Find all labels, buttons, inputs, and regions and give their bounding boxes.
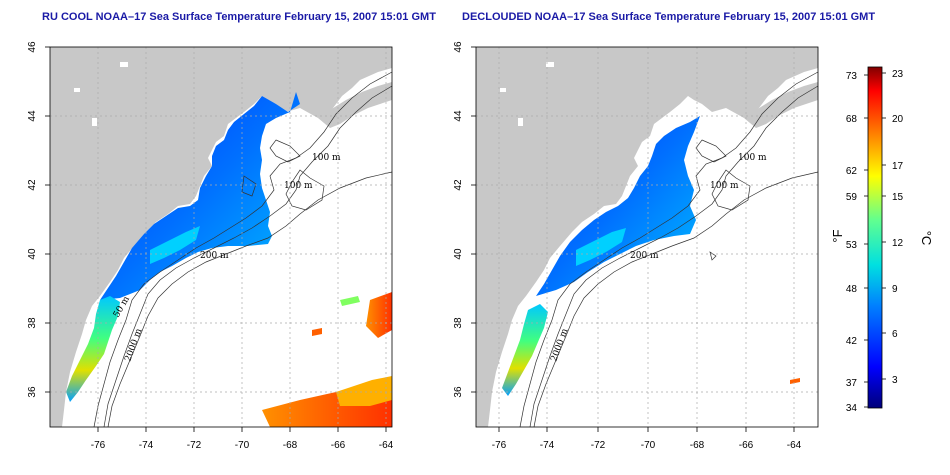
right-map-frame [475,46,819,428]
colorbar-c-tick: 20 [892,114,904,125]
left-lon-tick: -74 [139,440,154,451]
colorbar-f-tick: 68 [846,114,858,125]
left-lon-tick: -72 [187,440,202,451]
left-lake [120,62,128,67]
colorbar-celsius-label: °C [919,231,934,246]
colorbar-f-tick: 34 [846,403,858,414]
left-sst-shelf [66,296,120,402]
left-contour-label: 100 m [284,181,313,191]
left-lake [74,88,80,92]
right-map-title: DECLOUDED NOAA–17 Sea Surface Temperatur… [462,11,876,23]
right-land-mass [476,47,818,427]
left-sst-warm-offshore-3 [336,376,392,406]
right-sst-nearshore [576,228,626,266]
left-lon-tick: -64 [379,440,394,451]
colorbar-f-tick: 59 [846,192,858,203]
right-bathymetry-contours [519,71,819,428]
right-lat-tick: 36 [453,386,464,398]
right-contour-label: 100 m [710,181,739,191]
colorbar-f-tick: 42 [846,336,858,347]
right-lat-tick: 44 [453,110,464,122]
left-sst-nearshore [150,226,200,264]
right-lon-tick: -72 [591,440,606,451]
colorbar-c-tick: 23 [892,69,904,80]
left-lon-tick: -70 [235,440,250,451]
right-nova-scotia-land [744,82,818,128]
right-lon-tick: -70 [641,440,656,451]
right-lake [546,62,554,67]
left-nova-scotia-land [318,82,392,128]
right-lat-tick: 42 [453,179,464,191]
colorbar-c-tick: 9 [892,284,898,295]
right-lon-tick: -66 [739,440,754,451]
left-sst-warm-offshore-1 [366,292,392,338]
left-map-title: RU COOL NOAA–17 Sea Surface Temperature … [42,11,436,23]
left-map-panel: 100 m 100 m 200 m 50 m 2000 m [27,41,394,451]
left-lat-tick: 46 [27,41,38,53]
colorbar-gradient [867,66,883,409]
colorbar-c-tick: 6 [892,329,898,340]
left-land-mass [50,47,392,427]
right-lat-tick: 46 [453,41,464,53]
right-contour-label: 100 m [738,153,767,163]
right-lake [518,118,523,126]
right-lat-tick: 40 [453,248,464,260]
left-grid [50,47,392,427]
right-lon-tick: -76 [492,440,507,451]
colorbar: 73 68 62 59 53 48 42 37 34 23 20 17 15 1… [830,66,934,414]
left-map-frame [49,46,393,428]
colorbar-f-tick: 62 [846,166,858,177]
colorbar-f-tick: 48 [846,284,858,295]
right-contour-label: 200 m [630,251,659,261]
right-lake [500,88,506,92]
left-lat-tick: 42 [27,179,38,191]
left-lon-tick: -66 [331,440,346,451]
left-sst-small-patch [340,296,360,306]
right-sst-small-patch [790,378,800,384]
left-lat-tick: 44 [27,110,38,122]
right-lat-tick: 38 [453,317,464,329]
left-sst-gulf-of-maine [100,92,300,300]
left-sst-small-patch [312,328,322,336]
colorbar-c-tick: 15 [892,192,904,203]
colorbar-c-tick: 12 [892,238,904,249]
left-lat-tick: 36 [27,386,38,398]
left-lat-tick: 38 [27,317,38,329]
left-lat-tick: 40 [27,248,38,260]
left-lon-tick: -76 [91,440,106,451]
colorbar-fahrenheit-label: °F [830,229,845,242]
right-grid [476,47,818,427]
colorbar-c-tick: 17 [892,161,904,172]
right-lon-tick: -64 [787,440,802,451]
right-map-panel: 100 m 100 m 200 m 2000 m [453,41,819,451]
colorbar-f-tick: 37 [846,378,858,389]
right-sst-shelf [502,304,548,396]
left-lon-tick: -68 [283,440,298,451]
right-lon-tick: -68 [690,440,705,451]
colorbar-f-tick: 53 [846,240,858,251]
left-contour-label: 200 m [200,251,229,261]
colorbar-c-tick: 3 [892,375,898,386]
left-bathymetry-contours [93,71,393,428]
right-lon-tick: -74 [540,440,555,451]
left-lake [92,118,97,126]
left-contour-label: 100 m [312,153,341,163]
colorbar-f-tick: 73 [846,71,858,82]
